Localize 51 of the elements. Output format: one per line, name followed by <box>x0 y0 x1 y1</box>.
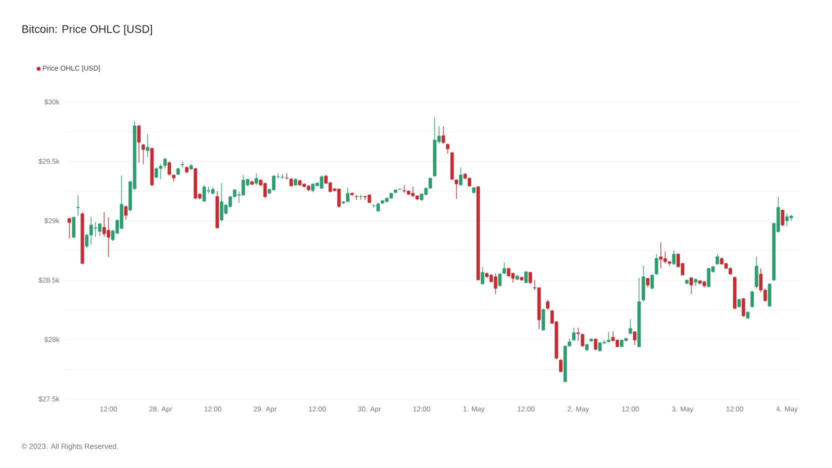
candlestick <box>146 134 150 158</box>
candlestick <box>785 213 789 226</box>
candlestick <box>780 209 784 226</box>
candlestick <box>320 175 324 190</box>
candlestick <box>94 222 98 238</box>
candlestick <box>168 161 172 176</box>
candlestick <box>68 217 72 239</box>
candlestick <box>659 242 663 269</box>
chart-title: Bitcoin: Price OHLC [USD] <box>22 24 152 36</box>
candlestick <box>750 290 754 308</box>
candlestick <box>654 254 658 276</box>
candlestick <box>768 282 772 308</box>
candlestick <box>642 264 646 302</box>
candlestick <box>742 298 746 318</box>
candlestick <box>263 182 267 199</box>
candlestick <box>446 143 450 154</box>
candlestick <box>442 126 446 144</box>
candlestick <box>650 274 654 290</box>
candlestick <box>280 174 284 179</box>
candlestick <box>163 157 167 169</box>
candlestick <box>580 333 584 348</box>
candlestick <box>598 342 602 352</box>
candlestick <box>754 256 758 289</box>
candlestick <box>480 266 484 285</box>
candlestick <box>628 319 632 335</box>
candlestick <box>572 327 576 342</box>
candlestick <box>72 216 76 238</box>
candlestick <box>137 124 141 163</box>
candlestick <box>559 358 562 373</box>
candlestick <box>672 250 676 266</box>
candlestick <box>690 276 693 294</box>
candlestick <box>502 262 506 275</box>
candlestick <box>337 188 341 208</box>
candlestick <box>498 272 502 288</box>
candlestick <box>511 272 515 283</box>
candlestick <box>106 216 110 258</box>
candlestick <box>468 177 472 188</box>
candlestick <box>606 331 610 343</box>
candlestick <box>158 163 162 180</box>
candlestick <box>542 308 546 332</box>
candlestick <box>633 330 636 346</box>
candlestick <box>142 144 145 165</box>
candlestick <box>124 204 128 220</box>
candlestick <box>180 161 184 168</box>
candlestick <box>454 178 458 200</box>
candlestick <box>576 327 580 342</box>
candlestick <box>546 299 550 310</box>
candlestick <box>76 194 80 216</box>
candlestick <box>254 172 258 186</box>
candlestick <box>494 273 498 294</box>
candlestick <box>459 166 462 186</box>
